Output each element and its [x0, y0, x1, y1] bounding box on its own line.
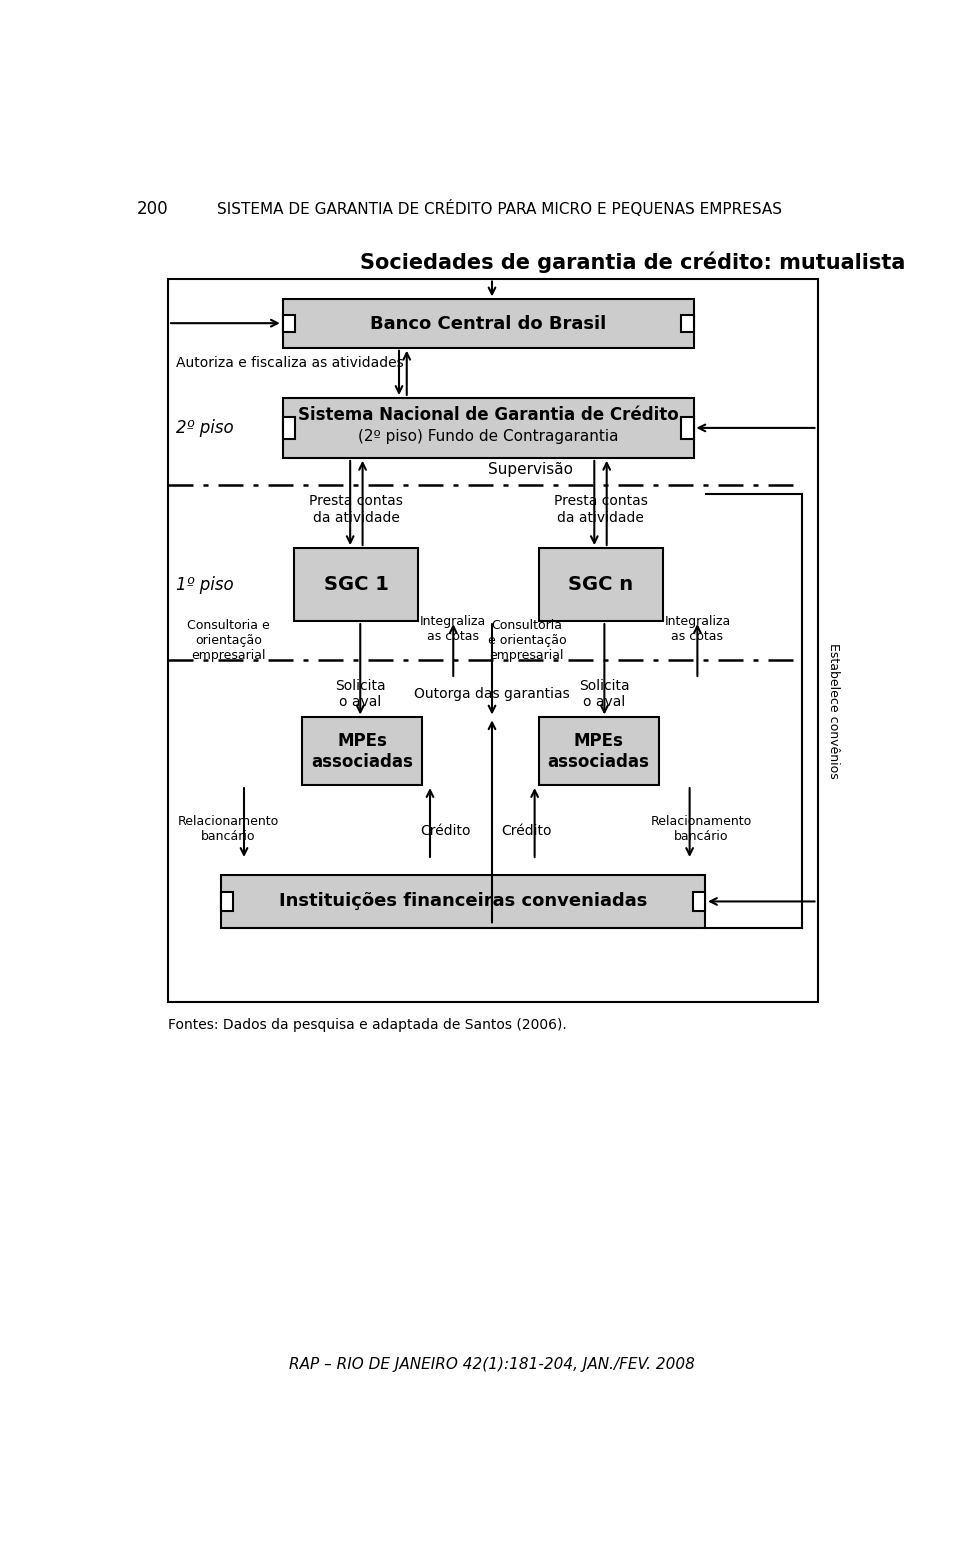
Text: Presta contas
da atividade: Presta contas da atividade: [309, 495, 403, 524]
Bar: [693, 892, 706, 910]
Bar: [302, 718, 422, 785]
Text: SGC 1: SGC 1: [324, 575, 389, 594]
Text: MPEs
associadas: MPEs associadas: [547, 732, 650, 771]
Text: (2º piso) Fundo de Contragarantia: (2º piso) Fundo de Contragarantia: [358, 430, 618, 444]
Text: 2º piso: 2º piso: [176, 419, 233, 437]
Text: SISTEMA DE GARANTIA DE CRÉDITO PARA MICRO E PEQUENAS EMPRESAS: SISTEMA DE GARANTIA DE CRÉDITO PARA MICR…: [217, 200, 782, 217]
Text: Sociedades de garantia de crédito: mutualista: Sociedades de garantia de crédito: mutua…: [360, 251, 905, 273]
Text: Solicita
o aval: Solicita o aval: [335, 679, 386, 709]
Bar: [283, 399, 693, 458]
Text: Presta contas
da atividade: Presta contas da atividade: [554, 495, 647, 524]
Text: Sistema Nacional de Garantia de Crédito: Sistema Nacional de Garantia de Crédito: [298, 406, 679, 423]
Text: 200: 200: [137, 200, 169, 219]
Bar: [681, 417, 693, 439]
Text: Fontes: Dados da pesquisa e adaptada de Santos (2006).: Fontes: Dados da pesquisa e adaptada de …: [168, 1017, 566, 1031]
Bar: [681, 315, 693, 332]
Text: 1º piso: 1º piso: [176, 575, 233, 594]
Text: RAP – RIO DE JANEIRO 42(1):181-204, JAN./FEV. 2008: RAP – RIO DE JANEIRO 42(1):181-204, JAN.…: [289, 1357, 695, 1371]
Bar: [221, 892, 233, 910]
Text: Autoriza e fiscaliza as atividades: Autoriza e fiscaliza as atividades: [176, 357, 403, 371]
Text: Outorga das garantias: Outorga das garantias: [414, 687, 570, 701]
Text: Banco Central do Brasil: Banco Central do Brasil: [370, 315, 607, 332]
Text: Integraliza
as cotas: Integraliza as cotas: [664, 614, 731, 642]
Text: Integraliza
as cotas: Integraliza as cotas: [420, 614, 487, 642]
Text: Instituições financeiras conveniadas: Instituições financeiras conveniadas: [278, 892, 647, 910]
Text: Consultoria
e orientação
empresarial: Consultoria e orientação empresarial: [488, 619, 566, 662]
Text: Crédito: Crédito: [420, 825, 470, 839]
Bar: [283, 299, 693, 347]
Text: Supervisão: Supervisão: [489, 462, 573, 478]
Bar: [221, 875, 706, 927]
Bar: [283, 417, 295, 439]
Text: Estabelece convênios: Estabelece convênios: [827, 644, 839, 779]
Bar: [168, 279, 818, 1002]
Text: Relacionamento
bancário: Relacionamento bancário: [651, 816, 752, 844]
Text: Relacionamento
bancário: Relacionamento bancário: [178, 816, 279, 844]
Text: SGC n: SGC n: [568, 575, 633, 594]
Text: Crédito: Crédito: [502, 825, 552, 839]
Text: Solicita
o aval: Solicita o aval: [579, 679, 630, 709]
Bar: [539, 718, 659, 785]
Bar: [539, 548, 662, 620]
Bar: [283, 315, 295, 332]
Text: MPEs
associadas: MPEs associadas: [311, 732, 413, 771]
Bar: [295, 548, 419, 620]
Text: Consultoria e
orientação
empresarial: Consultoria e orientação empresarial: [187, 619, 270, 662]
